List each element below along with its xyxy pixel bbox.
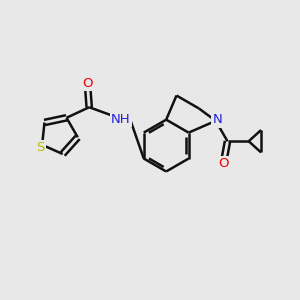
- Text: N: N: [212, 113, 222, 127]
- Text: NH: NH: [111, 113, 131, 126]
- Text: S: S: [37, 141, 45, 154]
- Text: O: O: [219, 158, 229, 170]
- Text: O: O: [82, 77, 93, 90]
